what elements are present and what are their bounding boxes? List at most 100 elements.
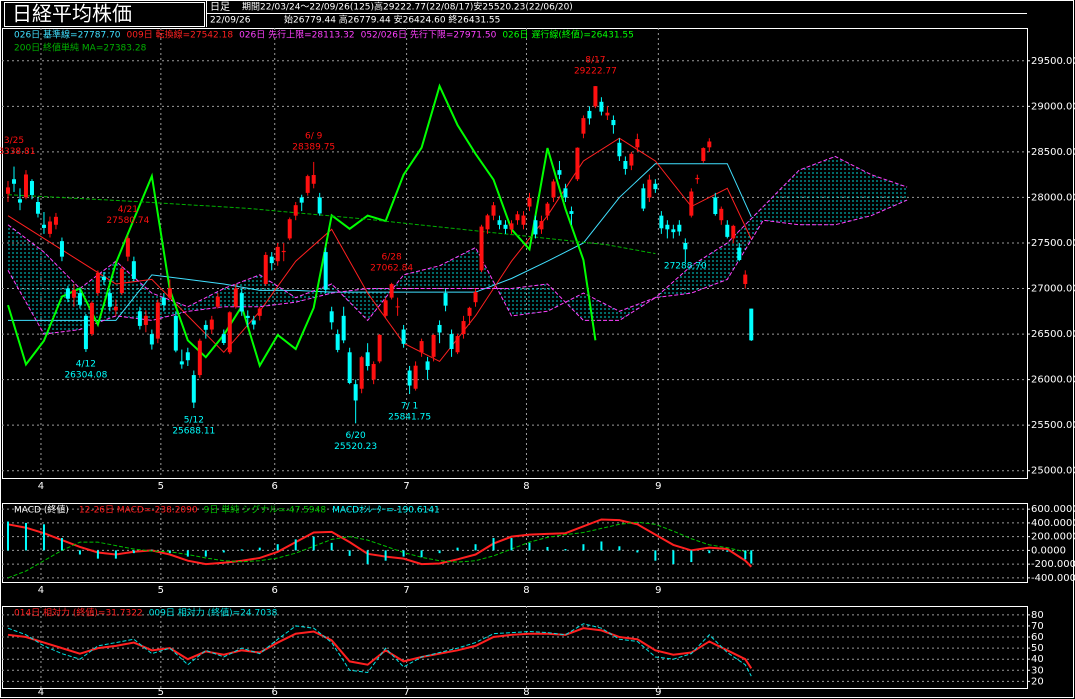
candle-body xyxy=(53,216,58,225)
high-date: 6/28 xyxy=(382,252,402,262)
candle-body xyxy=(701,148,706,161)
last-ohlc: 始26779.44 高26779.44 安26424.60 終26431.55 xyxy=(284,14,500,26)
candle-body xyxy=(689,191,694,216)
last-date: 22/09/26 xyxy=(210,16,251,26)
candle-body xyxy=(725,224,730,237)
candle-body xyxy=(161,297,166,306)
y-tick-label: 27500.00 xyxy=(1031,238,1075,249)
candle-body xyxy=(77,293,82,305)
candle-body xyxy=(209,319,214,330)
candle-body xyxy=(659,215,664,229)
candle-body xyxy=(737,247,742,261)
legend-entry: 200日 終値単純 MA=27383.28 xyxy=(14,42,147,54)
line-series xyxy=(7,83,597,369)
y-tick-label: -200.0000 xyxy=(1031,559,1075,570)
histogram-bar xyxy=(312,536,315,551)
title-box xyxy=(4,2,205,27)
candle-body xyxy=(107,293,112,307)
candle-body xyxy=(239,293,244,312)
histogram-bar xyxy=(42,524,45,551)
histogram-bar xyxy=(348,550,351,556)
low-date: 6/20 xyxy=(346,431,366,441)
y-tick-label: 28500.00 xyxy=(1031,147,1075,158)
x-tick-label: 6 xyxy=(272,481,278,492)
x-tick-label: 9 xyxy=(655,481,661,492)
candle-body xyxy=(533,220,538,235)
legend-entry: 026日 遅行線(終値)=26431.55 xyxy=(502,29,634,41)
candle-body xyxy=(509,223,514,230)
x-tick-label: 6 xyxy=(272,687,278,698)
candle-body xyxy=(281,250,286,253)
candle-body xyxy=(257,308,262,316)
candle-body xyxy=(587,110,592,119)
panel-frame xyxy=(2,606,1028,689)
low-value: 25688.11 xyxy=(172,427,215,437)
low-date: 7/ 1 xyxy=(401,402,418,412)
candle-body xyxy=(407,370,412,386)
candle-body xyxy=(23,174,28,198)
candle-body xyxy=(467,307,472,316)
low-date: 4/12 xyxy=(76,359,96,369)
candle-body xyxy=(167,288,172,298)
candle-body xyxy=(551,181,556,198)
candle-body xyxy=(389,284,394,298)
candle-body xyxy=(365,352,370,367)
candle-body xyxy=(677,224,682,232)
candle-body xyxy=(749,308,754,341)
x-tick-label: 7 xyxy=(403,481,409,492)
y-tick-label: 0.0000 xyxy=(1031,545,1066,556)
candle-body xyxy=(617,142,622,157)
histogram-bar xyxy=(24,522,27,551)
candle-body xyxy=(329,311,334,323)
candle-body xyxy=(335,334,340,350)
candle-body xyxy=(113,306,118,311)
candle-body xyxy=(119,268,124,294)
candle-body xyxy=(515,214,520,221)
candle-body xyxy=(11,179,16,184)
line-series xyxy=(7,521,752,579)
line-series xyxy=(7,199,908,335)
x-tick-label: 5 xyxy=(158,687,164,698)
candle-body xyxy=(371,364,376,380)
y-tick-label: 40 xyxy=(1031,654,1044,665)
candle-body xyxy=(647,179,652,198)
y-tick-label: 200.0000 xyxy=(1031,532,1075,543)
candle-body xyxy=(497,220,502,225)
panel-frame xyxy=(2,28,1028,479)
line-series xyxy=(7,627,753,669)
candle-body xyxy=(635,139,640,148)
high-value: 28389.75 xyxy=(292,142,335,152)
candle-body xyxy=(377,334,382,362)
candle-body xyxy=(71,289,76,298)
x-tick-label: 6 xyxy=(272,585,278,596)
x-tick-label: 8 xyxy=(523,585,529,596)
y-tick-label: 27000.00 xyxy=(1031,284,1075,295)
y-tick-label: 30 xyxy=(1031,665,1044,676)
histogram-bar xyxy=(474,544,477,551)
candle-body xyxy=(137,311,142,326)
candle-body xyxy=(41,224,46,228)
y-tick-label: -400.0000 xyxy=(1031,573,1075,584)
candle-body xyxy=(557,170,562,175)
y-tick-label: 29000.00 xyxy=(1031,101,1075,112)
period-info: 期間22/03/24〜22/09/26(125)高29222.77(22/08/… xyxy=(242,1,573,13)
candle-body xyxy=(173,315,178,351)
candle-body xyxy=(191,375,196,403)
candle-body xyxy=(599,101,604,112)
y-tick-label: 400.0000 xyxy=(1031,518,1075,529)
candle-body xyxy=(707,141,712,148)
candle-body xyxy=(395,306,400,308)
candle-body xyxy=(293,205,298,216)
high-value: 28338.81 xyxy=(0,147,35,157)
legend-entry: 052/026日 先行下限=27971.50 xyxy=(361,29,497,41)
histogram-bar xyxy=(132,550,135,554)
candle-body xyxy=(155,302,160,339)
candle-body xyxy=(359,357,364,389)
candle-body xyxy=(425,361,430,370)
histogram-bar xyxy=(690,550,693,563)
histogram-bar xyxy=(546,546,549,551)
candle-body xyxy=(449,334,454,350)
candle-body xyxy=(203,324,208,330)
candle-body xyxy=(743,274,748,284)
